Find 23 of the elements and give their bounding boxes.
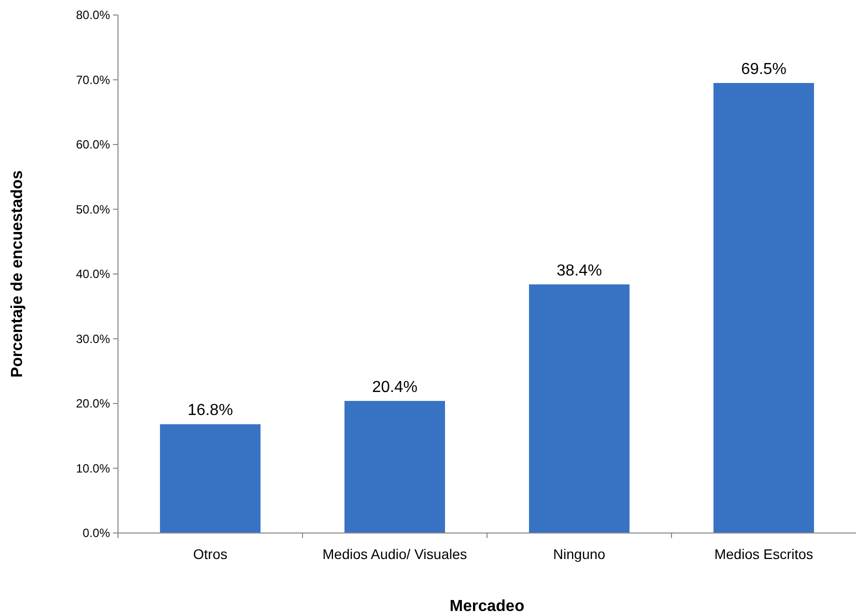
x-axis-title: Mercadeo <box>450 598 525 615</box>
bar <box>344 400 446 533</box>
y-tick-label: 80.0% <box>76 8 110 22</box>
bar <box>528 284 630 533</box>
y-tick-label: 20.0% <box>76 396 110 411</box>
y-tick-label: 30.0% <box>76 332 110 346</box>
data-label: 38.4% <box>556 262 602 280</box>
data-label: 20.4% <box>372 378 418 396</box>
bar <box>160 424 261 533</box>
x-tick-label: Medios Escritos <box>714 546 814 562</box>
y-tick-label: 40.0% <box>76 267 110 282</box>
y-tick-label: 70.0% <box>76 72 110 87</box>
y-tick-label: 10.0% <box>76 461 110 476</box>
x-tick-label: Otros <box>193 546 228 562</box>
y-axis-title: Porcentaje de encuestados <box>9 170 26 378</box>
x-tick-label: Ninguno <box>553 546 606 562</box>
y-tick-label: 0.0% <box>82 526 110 540</box>
y-tick-label: 60.0% <box>76 138 110 152</box>
x-tick-label: Medios Audio/ Visuales <box>322 546 467 562</box>
bar <box>713 82 814 533</box>
data-label: 16.8% <box>188 402 233 420</box>
y-tick-label: 50.0% <box>76 202 110 216</box>
data-label: 69.5% <box>741 60 786 78</box>
